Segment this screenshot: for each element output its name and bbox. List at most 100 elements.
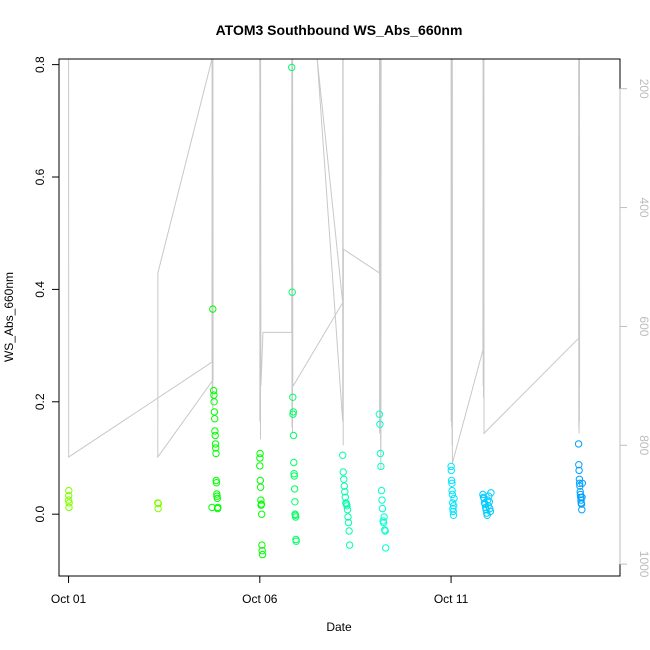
data-point	[376, 449, 385, 458]
data-point	[65, 491, 73, 500]
data-point	[288, 288, 296, 296]
x-axis: Oct 01 Oct 06 Oct 11	[51, 575, 469, 606]
data-point	[482, 506, 490, 514]
data-point	[210, 408, 219, 416]
x-axis-label: Date	[326, 620, 352, 634]
data-point	[344, 513, 352, 521]
data-point	[344, 518, 353, 527]
data-point	[256, 454, 264, 462]
y-tick-label: 0.6	[33, 168, 47, 185]
data-point	[448, 479, 456, 487]
data-point	[289, 410, 297, 418]
data-point	[382, 544, 390, 552]
y2-tick-label: 800	[637, 435, 650, 455]
data-point	[484, 496, 492, 504]
data-point	[339, 468, 347, 476]
y2-axis: 200 400 600 800 1000	[619, 79, 650, 578]
data-point	[339, 451, 347, 459]
data-point	[289, 393, 297, 401]
data-point	[340, 482, 348, 490]
data-point	[450, 502, 458, 510]
data-point	[258, 550, 267, 559]
data-point	[65, 486, 73, 495]
data-point	[447, 462, 455, 471]
y2-tick-label: 400	[637, 198, 650, 218]
data-point	[213, 490, 221, 498]
data-point	[480, 494, 488, 503]
data-point	[375, 410, 383, 418]
x-tick-label: Oct 01	[51, 592, 87, 606]
data-point	[212, 479, 221, 487]
data-point	[578, 479, 586, 487]
data-point	[214, 503, 222, 512]
data-point	[257, 496, 265, 504]
data-point	[256, 476, 264, 485]
data-point	[290, 472, 298, 480]
data-point	[379, 518, 388, 527]
y2-tick-label: 600	[637, 316, 650, 336]
y-axis-label: WS_Abs_660nm	[2, 272, 16, 362]
data-point	[578, 493, 586, 501]
data-point	[257, 500, 266, 508]
data-point	[487, 489, 495, 497]
data-point	[448, 486, 456, 495]
y-tick-label: 0.2	[33, 393, 47, 410]
overlay-line	[68, 58, 581, 470]
data-point	[578, 506, 586, 514]
data-point	[209, 305, 217, 313]
data-point	[256, 449, 264, 458]
data-point	[256, 462, 264, 470]
data-point	[211, 440, 220, 448]
data-point	[211, 415, 219, 423]
y-tick-label: 0.8	[33, 56, 47, 73]
data-point	[289, 408, 297, 416]
data-point	[486, 504, 494, 513]
data-point	[290, 470, 298, 478]
data-point	[154, 499, 163, 508]
data-point	[210, 398, 218, 406]
data-point	[258, 541, 266, 549]
data-point	[289, 431, 298, 440]
chart-title: ATOM3 Southbound WS_Abs_660nm	[216, 22, 463, 38]
y-tick-label: 0.4	[33, 281, 47, 298]
data-points	[64, 63, 586, 559]
data-point	[449, 511, 458, 519]
data-point	[341, 488, 349, 496]
overlay-polyline	[68, 58, 581, 470]
data-point	[486, 507, 495, 516]
x-tick-label: Oct 11	[434, 592, 469, 606]
y-axis: 0.0 0.2 0.4 0.6 0.8	[33, 56, 60, 523]
data-point	[378, 496, 386, 504]
data-point	[345, 541, 354, 549]
data-point	[258, 510, 266, 518]
data-point	[212, 449, 220, 458]
data-point	[343, 506, 352, 514]
data-point	[211, 431, 219, 440]
data-point	[381, 527, 389, 535]
data-point	[345, 527, 353, 535]
data-point	[292, 513, 300, 521]
data-point	[380, 513, 388, 521]
y2-tick-label: 1000	[637, 551, 650, 578]
data-point	[450, 494, 458, 503]
x-tick-label: Oct 06	[242, 592, 278, 606]
data-point	[208, 503, 216, 512]
data-point	[575, 479, 584, 487]
data-point	[377, 462, 385, 471]
data-point	[378, 504, 387, 513]
data-point	[290, 485, 299, 493]
data-point	[211, 427, 219, 435]
plot-frame	[58, 58, 621, 577]
data-point	[377, 486, 386, 495]
data-point	[449, 507, 457, 516]
data-point	[209, 386, 218, 395]
data-point	[343, 502, 351, 510]
data-point	[448, 490, 457, 499]
data-point	[291, 498, 299, 506]
data-point	[292, 537, 300, 545]
data-point	[258, 547, 266, 555]
data-point	[575, 466, 583, 475]
data-point	[447, 466, 455, 475]
data-point	[574, 440, 583, 448]
